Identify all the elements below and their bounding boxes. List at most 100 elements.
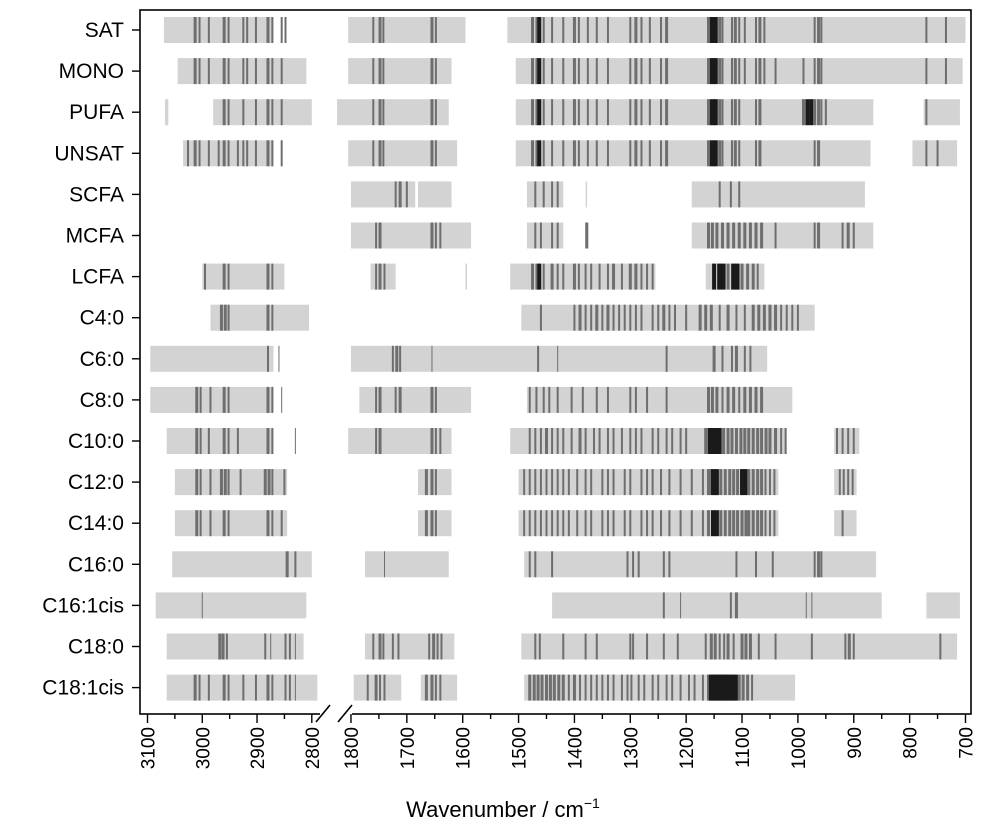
spectral-line bbox=[551, 181, 554, 208]
spectral-line bbox=[632, 551, 635, 578]
spectral-line bbox=[785, 304, 788, 331]
spectral-line bbox=[551, 99, 554, 126]
spectral-line bbox=[717, 674, 723, 701]
spectral-line bbox=[660, 58, 663, 85]
spectral-line bbox=[707, 428, 712, 454]
spectral-line bbox=[763, 17, 766, 43]
x-tick-label: 900 bbox=[845, 727, 866, 759]
spectral-line bbox=[375, 428, 378, 454]
spectral-line bbox=[590, 469, 593, 496]
spectral-line bbox=[925, 99, 928, 126]
spectral-line bbox=[199, 428, 202, 454]
spectral-line bbox=[754, 222, 758, 249]
spectral-line bbox=[718, 140, 722, 167]
spectral-line bbox=[439, 222, 442, 249]
spectral-line bbox=[271, 263, 274, 290]
spectral-line bbox=[266, 140, 270, 167]
band bbox=[526, 386, 793, 413]
spectral-line bbox=[648, 58, 651, 85]
spectral-line bbox=[623, 469, 626, 496]
row-label: C16:1cis bbox=[42, 594, 124, 617]
spectral-line bbox=[842, 469, 845, 496]
spectral-line bbox=[640, 140, 643, 167]
spectral-line bbox=[383, 263, 386, 290]
spectral-line bbox=[584, 510, 587, 537]
spectral-line bbox=[714, 510, 719, 537]
spectral-line bbox=[743, 304, 746, 331]
spectral-line bbox=[640, 17, 643, 43]
spectral-line bbox=[595, 304, 599, 331]
spectral-line bbox=[925, 58, 928, 85]
spectral-line bbox=[801, 99, 805, 126]
spectral-line bbox=[629, 140, 632, 167]
spectral-line bbox=[195, 386, 199, 413]
spectral-line bbox=[405, 181, 408, 208]
spectral-line bbox=[595, 633, 598, 660]
spectral-line bbox=[736, 469, 740, 496]
spectral-line bbox=[227, 17, 230, 43]
spectral-line bbox=[428, 633, 431, 660]
spectral-line bbox=[640, 99, 643, 126]
spectral-line bbox=[757, 633, 760, 660]
spectral-line bbox=[562, 510, 565, 537]
spectral-line bbox=[730, 58, 733, 85]
spectral-line bbox=[528, 428, 531, 454]
spectral-line bbox=[637, 551, 640, 578]
spectral-line bbox=[780, 304, 783, 331]
spectral-line bbox=[548, 674, 552, 701]
spectral-line bbox=[662, 633, 665, 660]
spectral-line bbox=[721, 99, 724, 126]
spectral-line bbox=[545, 510, 548, 537]
spectral-line bbox=[557, 674, 561, 701]
spectral-line bbox=[773, 510, 776, 537]
x-axis-title-superscript: −1 bbox=[584, 795, 600, 811]
spectral-line bbox=[271, 304, 274, 331]
spectral-line bbox=[774, 58, 777, 85]
spectral-line bbox=[221, 633, 225, 660]
spectral-line bbox=[709, 99, 715, 126]
spectral-line bbox=[534, 633, 537, 660]
x-tick-label: 1600 bbox=[454, 727, 475, 769]
band bbox=[348, 428, 452, 454]
spectral-line bbox=[236, 428, 239, 454]
spectral-line bbox=[198, 140, 201, 167]
spectral-line bbox=[271, 674, 274, 701]
spectral-line bbox=[751, 674, 754, 701]
spectral-line bbox=[751, 469, 755, 496]
spectral-line bbox=[710, 510, 715, 537]
spectral-line bbox=[270, 633, 272, 660]
spectral-line bbox=[836, 428, 839, 454]
spectral-line bbox=[754, 386, 758, 413]
spectral-line bbox=[657, 304, 660, 331]
spectral-line bbox=[660, 140, 663, 167]
spectral-line bbox=[817, 58, 821, 85]
spectral-line bbox=[740, 263, 744, 290]
spectral-line bbox=[431, 345, 433, 372]
spectral-line bbox=[735, 263, 740, 290]
spectral-line bbox=[736, 510, 740, 537]
row-label: C18:1cis bbox=[42, 677, 124, 700]
spectral-line bbox=[771, 551, 774, 578]
spectral-line bbox=[755, 99, 757, 126]
spectral-line bbox=[646, 633, 649, 660]
spectral-line bbox=[721, 140, 724, 167]
spectral-line bbox=[551, 222, 554, 249]
spectral-line bbox=[690, 469, 693, 496]
x-tick-label: 1500 bbox=[510, 727, 531, 769]
spectral-line bbox=[646, 386, 649, 413]
row-label: C6:0 bbox=[80, 348, 124, 371]
spectral-line bbox=[764, 428, 768, 454]
spectral-line bbox=[939, 633, 942, 660]
spectral-line bbox=[713, 58, 718, 85]
spectral-line bbox=[378, 99, 382, 126]
spectral-line bbox=[223, 304, 227, 331]
spectral-line bbox=[606, 510, 609, 537]
spectral-line bbox=[606, 17, 609, 43]
row-label: C14:0 bbox=[68, 512, 124, 535]
spectral-line bbox=[660, 99, 663, 126]
spectral-line bbox=[572, 140, 576, 167]
spectral-line bbox=[280, 17, 283, 43]
spectral-line bbox=[207, 58, 210, 85]
band bbox=[691, 222, 874, 249]
lines-c6-0 bbox=[266, 345, 752, 372]
